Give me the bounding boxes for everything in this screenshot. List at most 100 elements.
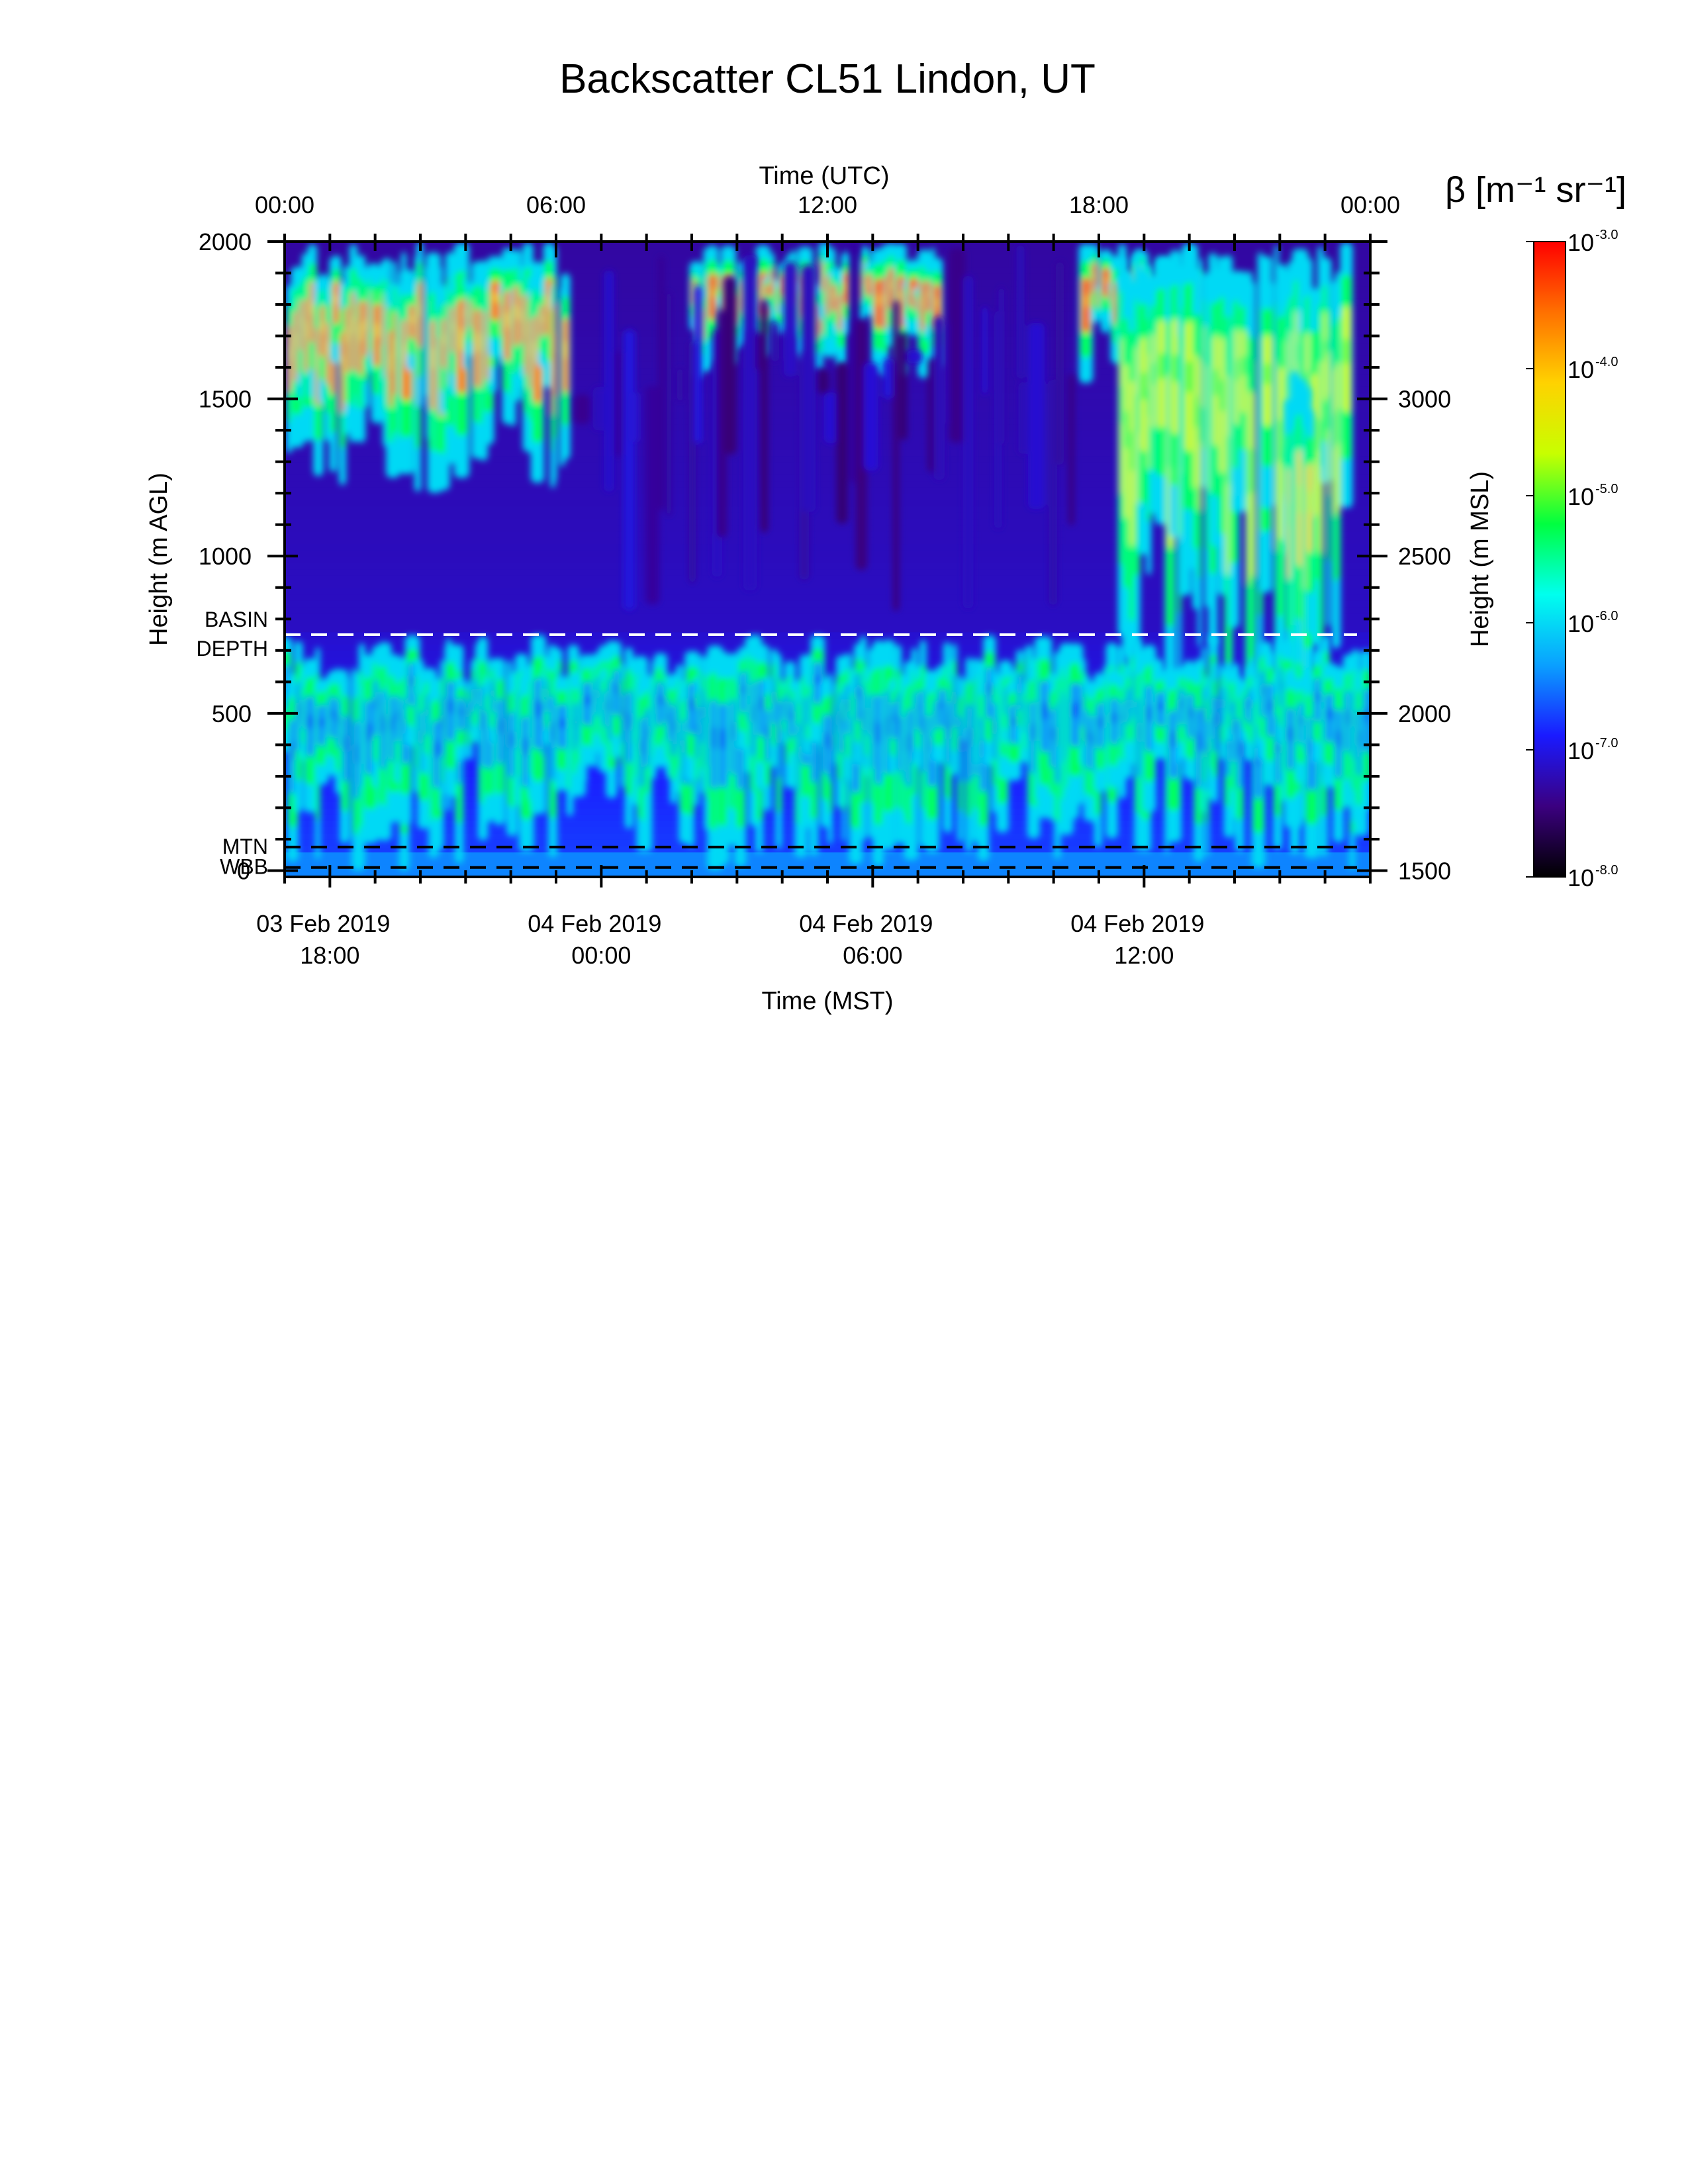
backscatter-cell	[857, 686, 861, 700]
backscatter-cell	[1213, 713, 1217, 727]
backscatter-cell	[784, 261, 797, 377]
backscatter-cell	[1308, 490, 1312, 513]
backscatter-cell	[468, 709, 471, 717]
backscatter-cell	[441, 714, 444, 730]
heatmap-band	[285, 662, 1370, 670]
backscatter-cell	[1125, 410, 1129, 449]
heatmap-band	[285, 833, 1370, 840]
heatmap-band	[285, 361, 1370, 369]
backscatter-cell	[1092, 272, 1096, 281]
backscatter-cell	[987, 682, 992, 696]
backscatter-cell	[614, 683, 619, 695]
boundary-layer-aerosol	[285, 635, 1370, 871]
backscatter-cell	[876, 721, 880, 745]
x-top-tick-label: 12:00	[798, 191, 857, 218]
backscatter-cell	[906, 350, 923, 363]
heatmap-band	[285, 543, 1370, 551]
backscatter-cell	[535, 699, 542, 717]
heatmap-band	[285, 355, 1370, 362]
colorbar-tick-base: 10	[1568, 229, 1594, 256]
heatmap-band	[285, 461, 1370, 469]
backscatter-cell	[1111, 711, 1117, 724]
backscatter-heatmap	[285, 242, 1370, 877]
backscatter-cell	[1327, 394, 1330, 432]
backscatter-cell	[297, 702, 301, 720]
backscatter-cell	[344, 735, 348, 752]
colorbar-tick-base: 10	[1568, 356, 1594, 383]
colorbar-tick-label: 10 -3.0	[1568, 228, 1618, 256]
backscatter-cell	[1098, 716, 1104, 729]
backscatter-cell	[375, 322, 380, 339]
backscatter-cell	[551, 721, 555, 743]
backscatter-cell	[393, 336, 396, 358]
backscatter-cell	[1315, 691, 1321, 702]
backscatter-cell	[823, 392, 838, 443]
backscatter-cell	[743, 255, 757, 591]
x-bottom-tick-date: 03 Feb 2019	[256, 910, 390, 937]
backscatter-cell	[696, 722, 698, 736]
backscatter-cell	[1194, 394, 1197, 428]
backscatter-cell	[759, 696, 765, 711]
y-left-tick-label: 1500	[199, 386, 252, 413]
heatmap-band	[285, 657, 1370, 664]
heatmap-band	[285, 839, 1370, 846]
backscatter-cell	[505, 311, 510, 330]
heatmap-band	[285, 858, 1370, 865]
backscatter-cell	[627, 391, 639, 443]
reference-lines	[285, 633, 1357, 869]
backscatter-cell	[1268, 699, 1273, 713]
backscatter-cell	[663, 696, 666, 706]
backscatter-cell	[889, 280, 894, 291]
backscatter-cell	[801, 265, 816, 512]
heatmap-band	[285, 574, 1370, 582]
backscatter-cell	[694, 285, 702, 444]
backscatter-cell	[829, 735, 831, 752]
x-top-tick-labels: 00:00 06:00 12:00 18:00 00:00	[255, 191, 1400, 218]
heatmap-band	[285, 644, 1370, 651]
backscatter-cell	[318, 717, 325, 728]
backscatter-cell	[1248, 699, 1252, 709]
backscatter-cell	[1237, 739, 1242, 758]
backscatter-cell	[710, 287, 715, 299]
backscatter-cell	[933, 316, 945, 480]
backscatter-cell	[949, 248, 966, 443]
backscatter-cell	[1186, 360, 1194, 394]
backscatter-cell	[771, 277, 774, 285]
backscatter-cell	[671, 720, 675, 733]
heatmap-band	[285, 587, 1370, 595]
x-bottom-tick-date: 04 Feb 2019	[1070, 910, 1204, 937]
heatmap-band	[285, 455, 1370, 463]
y-right-tick-labels: 1500 2000 2500 3000	[1398, 386, 1451, 885]
y-right-tick-label: 2000	[1398, 700, 1451, 727]
backscatter-cell	[334, 294, 339, 306]
backscatter-cell	[1018, 382, 1027, 455]
backscatter-cell	[741, 684, 745, 695]
x-top-axis-label: Time (UTC)	[759, 162, 890, 190]
wbb-label: WBB	[220, 855, 268, 879]
colorbar-tick-exponent: -4.0	[1595, 355, 1618, 369]
backscatter-cell	[1336, 407, 1339, 445]
mtn-label: MTN	[222, 835, 268, 858]
colorbar-tick-label: 10 -6.0	[1568, 609, 1618, 637]
x-bottom-tick-date: 04 Feb 2019	[799, 910, 933, 937]
backscatter-cell	[364, 317, 367, 332]
backscatter-cell	[1096, 297, 1099, 302]
backscatter-cell	[616, 350, 622, 458]
backscatter-cell	[1130, 430, 1134, 472]
clear-air-above-basin	[574, 242, 1075, 612]
y-left-tick-label: 2000	[199, 228, 252, 255]
backscatter-cell	[509, 731, 514, 749]
backscatter-cell	[791, 711, 794, 721]
backscatter-cell	[1221, 698, 1224, 709]
basin-depth-label: BASIN	[205, 608, 268, 631]
backscatter-cell	[867, 281, 872, 287]
backscatter-cell	[876, 293, 882, 306]
backscatter-cell	[1172, 353, 1178, 383]
backscatter-cell	[1264, 362, 1270, 386]
backscatter-cell	[396, 709, 400, 721]
backscatter-cell	[766, 725, 769, 739]
backscatter-cell	[623, 330, 635, 610]
backscatter-cell	[584, 694, 591, 706]
backscatter-cell	[658, 255, 665, 510]
